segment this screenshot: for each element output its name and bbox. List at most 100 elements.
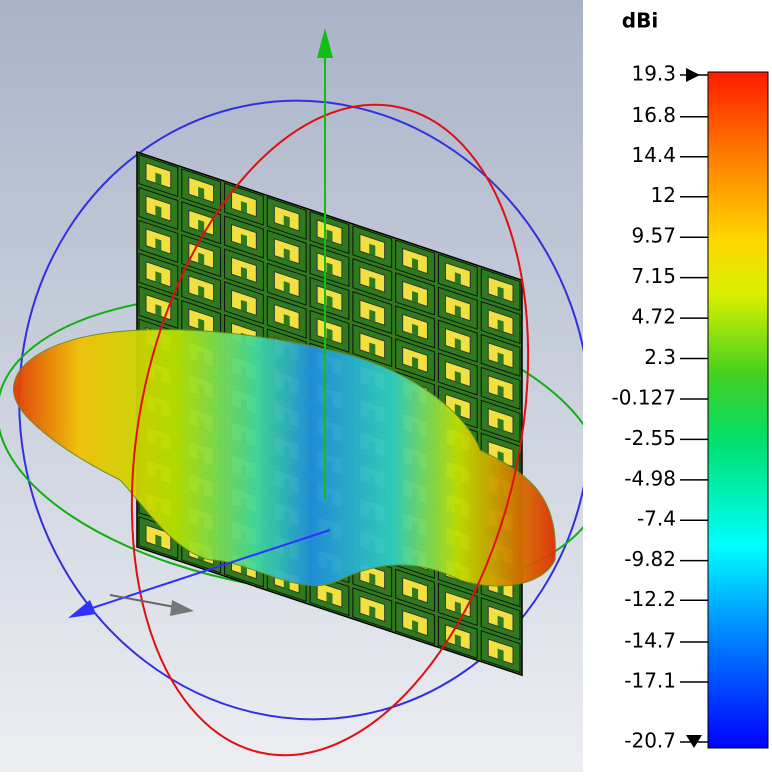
patch-slot: [497, 648, 504, 662]
patch-cell: [224, 281, 264, 325]
z-arrow: [317, 28, 333, 58]
patch-cell: [480, 399, 521, 443]
tick-label: -7.4: [637, 507, 676, 531]
patch-cell: [224, 182, 264, 226]
tick-label: -20.7: [624, 729, 676, 753]
patch-slot: [497, 385, 504, 398]
patch-slot: [155, 205, 162, 218]
patch-slot: [155, 238, 162, 251]
patch-slot: [412, 620, 419, 633]
patch-slot: [454, 634, 461, 647]
patch-cell: [138, 219, 179, 263]
patch-slot: [454, 272, 461, 285]
patch-slot: [369, 572, 376, 586]
patch-slot: [198, 186, 205, 200]
patch-slot: [326, 328, 333, 341]
patch-slot: [497, 319, 504, 332]
patch-cell: [309, 309, 350, 353]
tick-label: 9.57: [631, 224, 676, 248]
patch-cell: [309, 210, 350, 255]
patch-slot: [240, 299, 247, 313]
patch-slot: [283, 248, 290, 261]
patch-slot: [412, 356, 419, 370]
patch-cell: [181, 266, 222, 311]
x-arrow: [68, 600, 96, 618]
patch-cell: [480, 267, 521, 312]
patch-slot: [412, 290, 419, 304]
tick-label: 14.4: [631, 143, 676, 167]
patch-slot: [326, 591, 333, 605]
patch-slot: [283, 281, 290, 294]
patch-cell: [224, 215, 264, 259]
patch-slot: [369, 243, 376, 257]
unit-label: dBi: [622, 9, 658, 33]
patch-slot: [326, 229, 333, 243]
patch-slot: [155, 534, 162, 548]
patch-cell: [437, 286, 478, 330]
patch-slot: [240, 266, 247, 280]
patch-cell: [395, 239, 435, 283]
patch-cell: [138, 153, 179, 198]
patch-slot: [454, 371, 461, 384]
patch-cell: [138, 285, 179, 329]
patch-slot: [155, 172, 162, 186]
patch-slot: [326, 295, 333, 308]
patch-cell: [352, 225, 393, 269]
patch-slot: [497, 286, 504, 299]
tick-label: 7.15: [631, 264, 676, 288]
patch-cell: [395, 305, 435, 349]
patch-cell: [395, 601, 435, 645]
patch-cell: [437, 319, 478, 363]
patch-slot: [240, 233, 247, 247]
patch-cell: [437, 253, 478, 297]
patch-slot: [369, 342, 376, 356]
tick-label: -4.98: [624, 466, 676, 490]
tick-label: 12: [651, 183, 676, 207]
patch-slot: [497, 418, 504, 431]
patch-cell: [480, 597, 521, 641]
red-circle: [130, 103, 530, 757]
patch-slot: [198, 252, 205, 266]
patch-cell: [352, 323, 393, 368]
patch-cell: [480, 366, 521, 410]
patch-cell: [266, 196, 307, 240]
patch-slot: [369, 309, 376, 323]
patch-cell: [352, 258, 393, 302]
min-marker: [686, 735, 702, 748]
tick-label: -0.127: [612, 385, 676, 409]
colorbar: [707, 71, 769, 749]
patch-slot: [198, 219, 205, 233]
y-axis: [109, 594, 181, 609]
patch-cell: [138, 252, 179, 296]
patch-slot: [198, 285, 205, 299]
patch-slot: [240, 201, 247, 214]
patch-cell: [352, 587, 393, 631]
patch-slot: [283, 215, 290, 228]
radiation-pattern: [12, 329, 556, 587]
patch-slot: [454, 601, 461, 614]
patch-cell: [266, 295, 307, 339]
patch-slot: [155, 271, 162, 284]
patch-cell: [266, 262, 307, 306]
patch-slot: [497, 352, 504, 365]
patch-slot: [369, 605, 376, 619]
tick-label: -17.1: [624, 668, 676, 692]
tick-label: -14.7: [624, 628, 676, 652]
patch-cell: [437, 582, 478, 627]
patch-slot: [454, 305, 461, 318]
tick-label: 19.3: [631, 62, 676, 86]
patch-cell: [352, 291, 393, 335]
patch-cell: [309, 243, 350, 288]
patch-slot: [497, 615, 504, 629]
patch-cell: [266, 229, 307, 273]
tick-label: 16.8: [631, 103, 676, 127]
patch-slot: [454, 403, 461, 417]
patch-slot: [155, 304, 162, 317]
patch-cell: [138, 186, 179, 231]
patch-slot: [369, 276, 376, 290]
patch-cell: [309, 276, 350, 320]
tick-label: 4.72: [631, 305, 676, 329]
patch-cell: [437, 352, 478, 396]
